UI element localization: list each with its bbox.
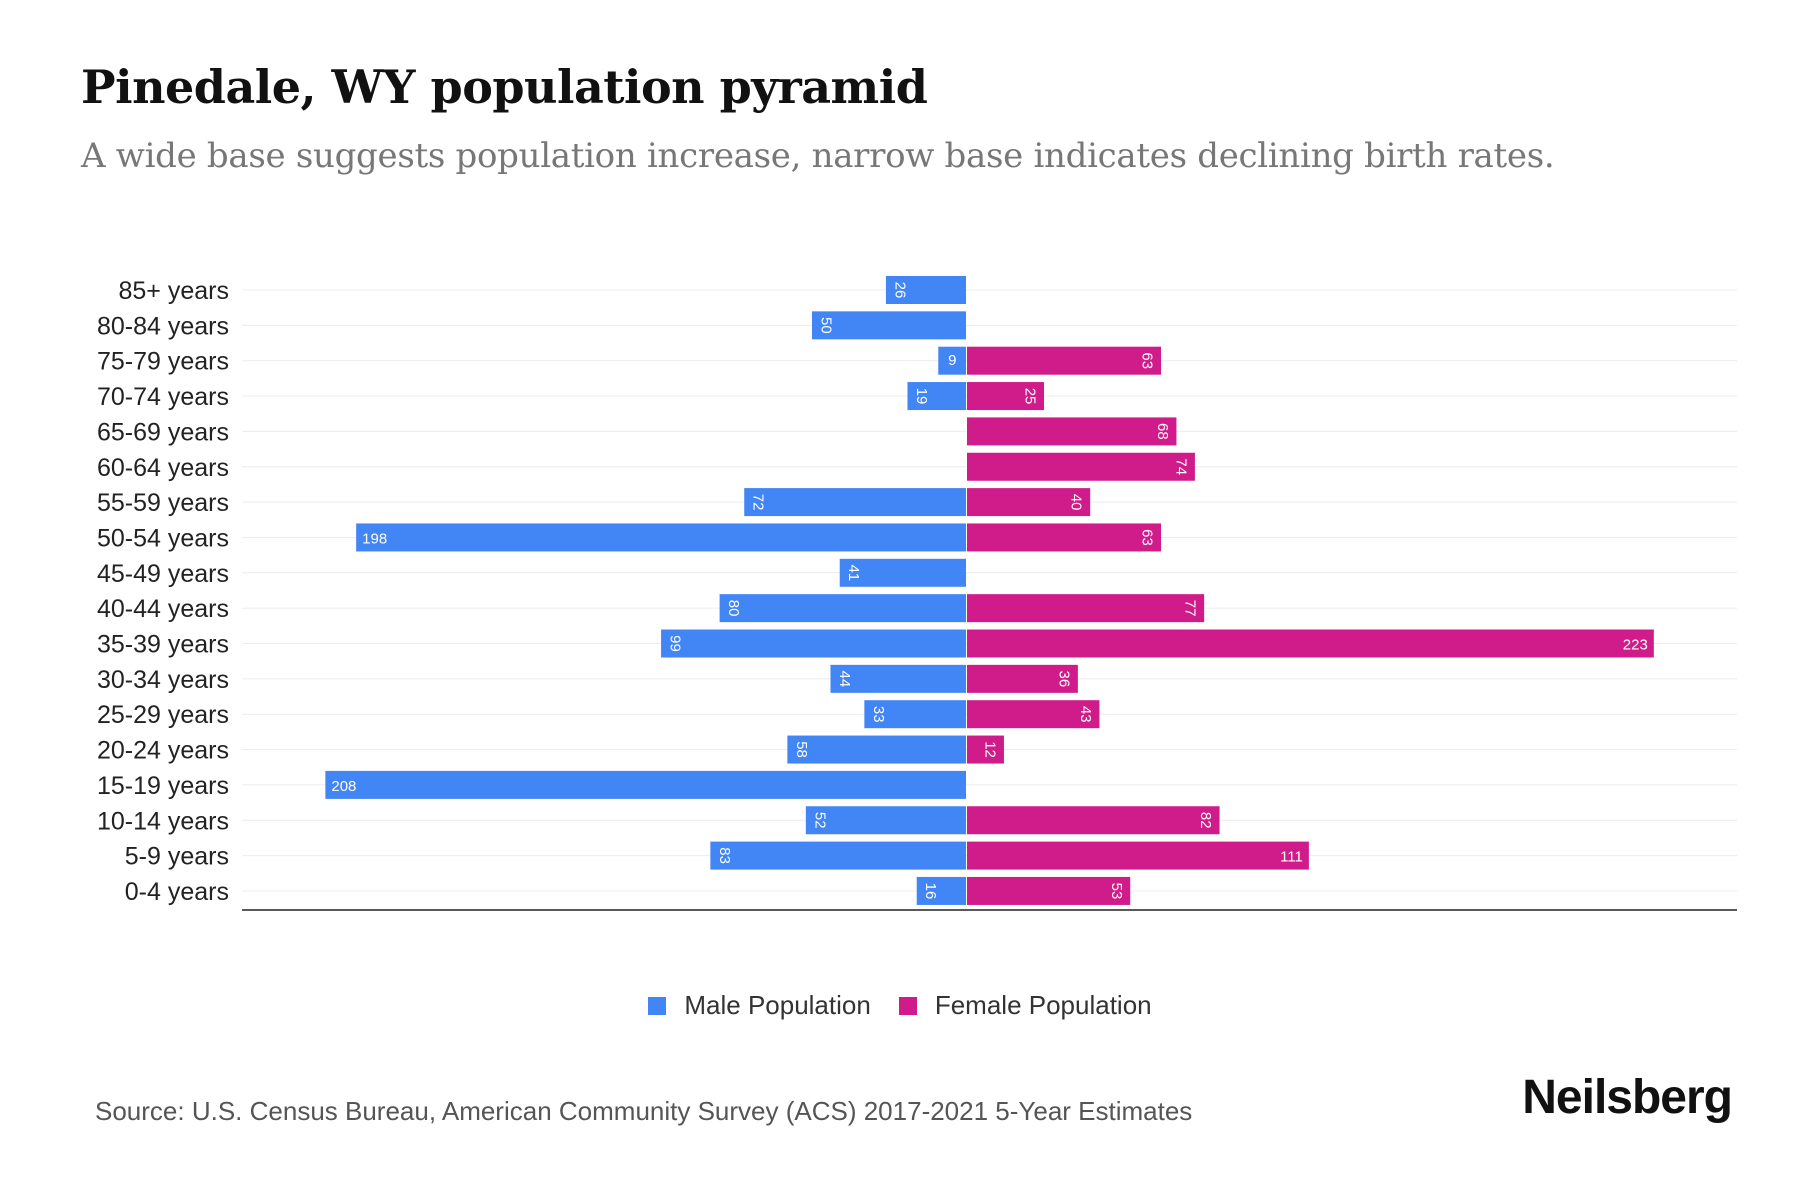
data-label: 41 [845,564,862,581]
male-bar [661,629,966,658]
female-bar [967,594,1205,623]
legend-item-male[interactable]: Male Population [648,990,871,1021]
data-label: 50 [818,317,835,334]
data-label: 43 [1077,706,1094,723]
chart-subtitle: A wide base suggests population increase… [81,136,1555,176]
data-label: 12 [981,741,998,758]
category-label: 55-59 years [97,489,229,517]
data-label: 99 [667,635,684,652]
category-label: 45-49 years [97,560,229,588]
female-bar [967,382,1044,411]
male-bar [864,700,966,729]
female-bar [967,523,1162,552]
data-label: 80 [725,600,742,617]
category-label: 50-54 years [97,524,229,552]
data-label: 25 [1022,388,1039,405]
category-label: 0-4 years [125,878,229,906]
category-label: 65-69 years [97,418,229,446]
legend-swatch-male [648,996,667,1015]
category-label: 30-34 years [97,666,229,694]
female-bar [967,629,1654,658]
male-bar [830,664,966,693]
female-bar [967,876,1131,905]
data-label: 44 [836,671,853,688]
female-bar [967,735,1004,764]
female-bar [967,452,1195,481]
legend-label-male: Male Population [684,990,871,1020]
chart-title: Pinedale, WY population pyramid [81,60,928,114]
male-bar [812,311,966,340]
category-label: 15-19 years [97,772,229,800]
data-label: 223 [1623,637,1648,654]
legend-item-female[interactable]: Female Population [898,990,1152,1021]
category-label: 35-39 years [97,631,229,659]
data-label: 19 [913,388,930,405]
male-bar [356,523,966,552]
data-label: 111 [1280,849,1303,866]
data-label: 198 [362,530,387,547]
female-bar [967,700,1100,729]
category-label: 60-64 years [97,454,229,482]
data-label: 83 [716,847,733,864]
male-bar [916,876,966,905]
male-bar [325,770,966,799]
data-label: 16 [922,883,939,900]
source-note: Source: U.S. Census Bureau, American Com… [95,1096,1193,1126]
data-label: 68 [1154,423,1171,440]
data-label: 77 [1182,600,1199,617]
data-label: 33 [870,706,887,723]
category-label: 70-74 years [97,383,229,411]
legend: Male Population Female Population [0,990,1800,1021]
data-label: 9 [948,352,956,369]
female-bar [967,346,1162,375]
population-pyramid-chart: 85+ years 26 80-84 years 50 75-79 years 9 63 70… [97,276,1737,911]
male-bar [719,594,966,623]
male-bar [744,488,966,517]
data-label: 26 [891,282,908,299]
male-bar [839,558,966,587]
male-bar [805,806,966,835]
data-label: 208 [331,778,356,795]
category-label: 20-24 years [97,737,229,765]
female-bar [967,417,1177,446]
data-label: 53 [1108,883,1125,900]
legend-swatch-female [898,996,917,1015]
legend-label-female: Female Population [934,990,1152,1020]
category-label: 40-44 years [97,595,229,623]
data-label: 63 [1139,529,1156,546]
category-label: 85+ years [119,277,230,305]
male-bar [710,841,966,870]
male-bar [787,735,966,764]
male-bar [885,276,966,304]
category-label: 10-14 years [97,807,229,835]
data-label: 36 [1055,671,1072,688]
category-label: 25-29 years [97,701,229,729]
female-bar [967,841,1309,870]
female-bar [967,488,1091,517]
male-bar [938,346,966,375]
female-bar [967,664,1078,693]
category-label: 5-9 years [125,843,229,871]
data-label: 63 [1139,352,1156,369]
data-label: 72 [750,494,767,511]
male-bar [907,382,966,411]
category-label: 75-79 years [97,348,229,376]
neilsberg-logo: Neilsberg [1522,1071,1733,1124]
data-label: 40 [1068,494,1085,511]
data-label: 58 [793,741,810,758]
data-label: 52 [811,812,828,829]
data-label: 74 [1172,458,1189,475]
category-label: 80-84 years [97,312,229,340]
data-label: 82 [1197,812,1214,829]
female-bar [967,806,1220,835]
